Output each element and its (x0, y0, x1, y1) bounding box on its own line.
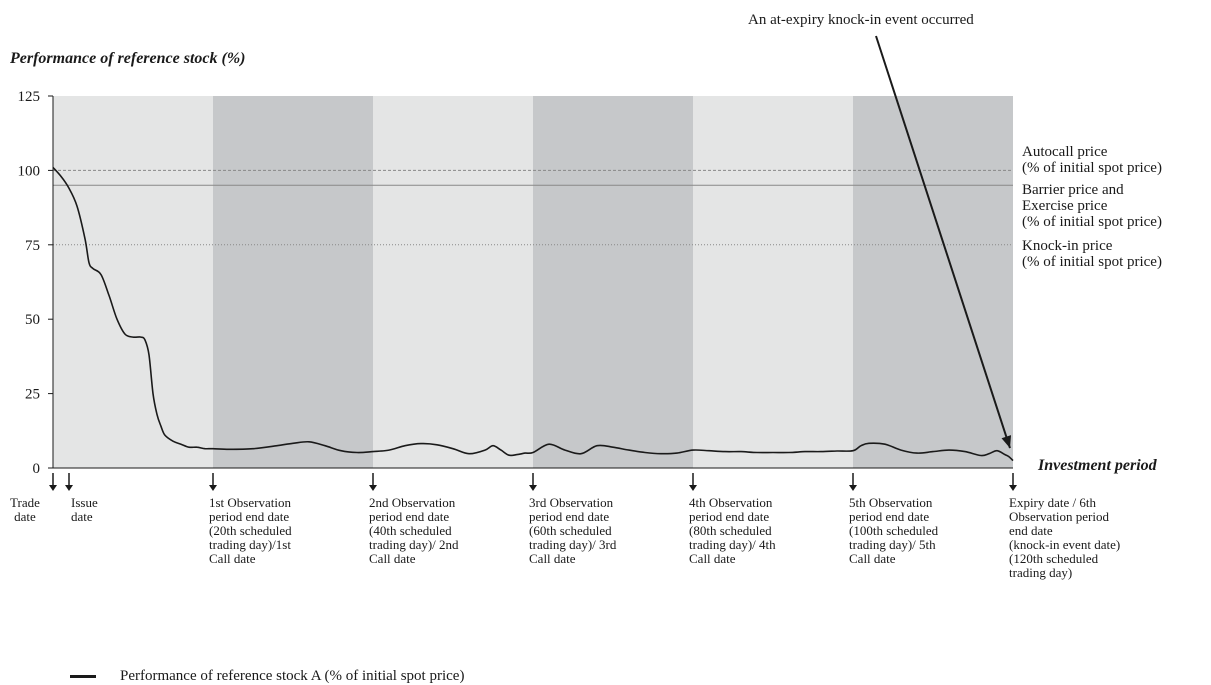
x-axis-title: Investment period (1038, 457, 1157, 474)
event-marker-1 (49, 473, 57, 491)
reference-label-75: Knock-in price (% of initial spot price) (1022, 238, 1162, 270)
reference-lines (53, 169, 1013, 246)
annotation-arrow (875, 35, 1012, 449)
y-ticks: 0 25 50 75 100 125 (18, 89, 53, 477)
event-marker-4 (369, 473, 377, 491)
band-1 (53, 96, 213, 468)
y-tick-label-75: 75 (25, 238, 40, 254)
y-tick-label-125: 125 (18, 89, 41, 105)
event-label-3: 1st Observation period end date (20th sche… (209, 495, 292, 566)
event-label-1: Trade date (10, 495, 40, 524)
legend-line-swatch (70, 675, 96, 678)
series-lines (52, 166, 1014, 462)
y-tick-label-100: 100 (18, 163, 41, 179)
y-tick-label-50: 50 (25, 312, 40, 328)
annotation-text: An at-expiry knock-in event occurred (748, 12, 974, 28)
band-3 (373, 96, 533, 468)
band-6 (853, 96, 1013, 468)
band-5 (693, 96, 853, 468)
event-marker-8 (1009, 473, 1017, 491)
event-label-8: Expiry date / 6th Observation period end d… (1009, 495, 1121, 580)
event-marker-7 (849, 473, 857, 491)
band-4 (533, 96, 693, 468)
y-tick-label-0: 0 (33, 461, 41, 477)
observation-bands (53, 96, 1013, 468)
y-axis-title: Performance of reference stock (%) (10, 50, 246, 67)
event-label-7: 5th Observation period end date (100th sch… (849, 495, 939, 566)
event-label-4: 2nd Observation period end date (40th sche… (369, 495, 459, 566)
series-line-1 (52, 166, 1014, 462)
event-label-2: Issue date (71, 495, 98, 524)
legend: Performance of reference stock A (% of i… (70, 668, 464, 685)
band-2 (213, 96, 373, 468)
y-tick-label-25: 25 (25, 387, 40, 403)
reference-label-100: Autocall price (% of initial spot price) (1022, 144, 1162, 176)
event-marker-2 (65, 473, 73, 491)
event-markers (49, 473, 1017, 491)
event-marker-3 (209, 473, 217, 491)
axes (52, 96, 1013, 469)
annotation-arrow-head (1001, 435, 1012, 449)
event-label-5: 3rd Observation period end date (60th sche… (529, 495, 617, 566)
event-label-6: 4th Observation period end date (80th sche… (689, 495, 776, 566)
annotation-arrow-line (875, 35, 1011, 449)
event-marker-5 (529, 473, 537, 491)
reference-label-95: Barrier price and Exercise price (% of ini… (1022, 182, 1162, 230)
legend-label: Performance of reference stock A (% of i… (120, 668, 465, 684)
event-marker-6 (689, 473, 697, 491)
